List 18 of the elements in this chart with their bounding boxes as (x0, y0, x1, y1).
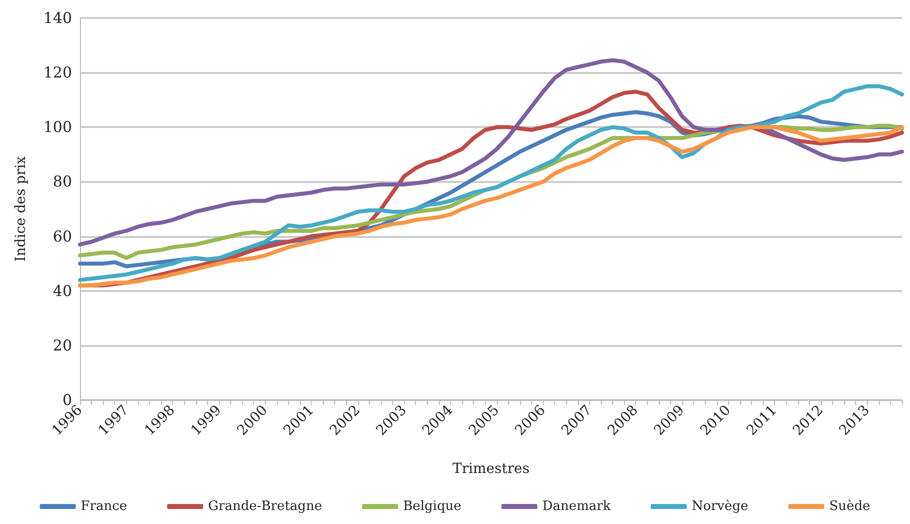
y-tick-label: 100 (43, 118, 72, 136)
y-tick-label: 140 (43, 9, 72, 27)
x-axis-title: Trimestres (452, 461, 530, 477)
legend-label: Danemark (542, 499, 611, 514)
legend-label: Suède (829, 499, 871, 514)
y-tick-label: 40 (52, 282, 72, 300)
legend-label: France (80, 499, 128, 514)
y-tick-label: 60 (52, 227, 72, 246)
legend-label: Belgique (403, 499, 462, 514)
line-series (78, 58, 904, 246)
y-axis-title: Indice des prix (13, 156, 29, 262)
y-tick-label: 0 (62, 391, 72, 409)
y-tick-label: 80 (52, 172, 72, 191)
legend-label: Norvège (692, 499, 749, 514)
legend-label: Grande-Bretagne (208, 499, 322, 514)
y-tick-label: 20 (52, 336, 72, 354)
line-series (78, 125, 904, 288)
y-tick-label: 120 (43, 64, 72, 82)
